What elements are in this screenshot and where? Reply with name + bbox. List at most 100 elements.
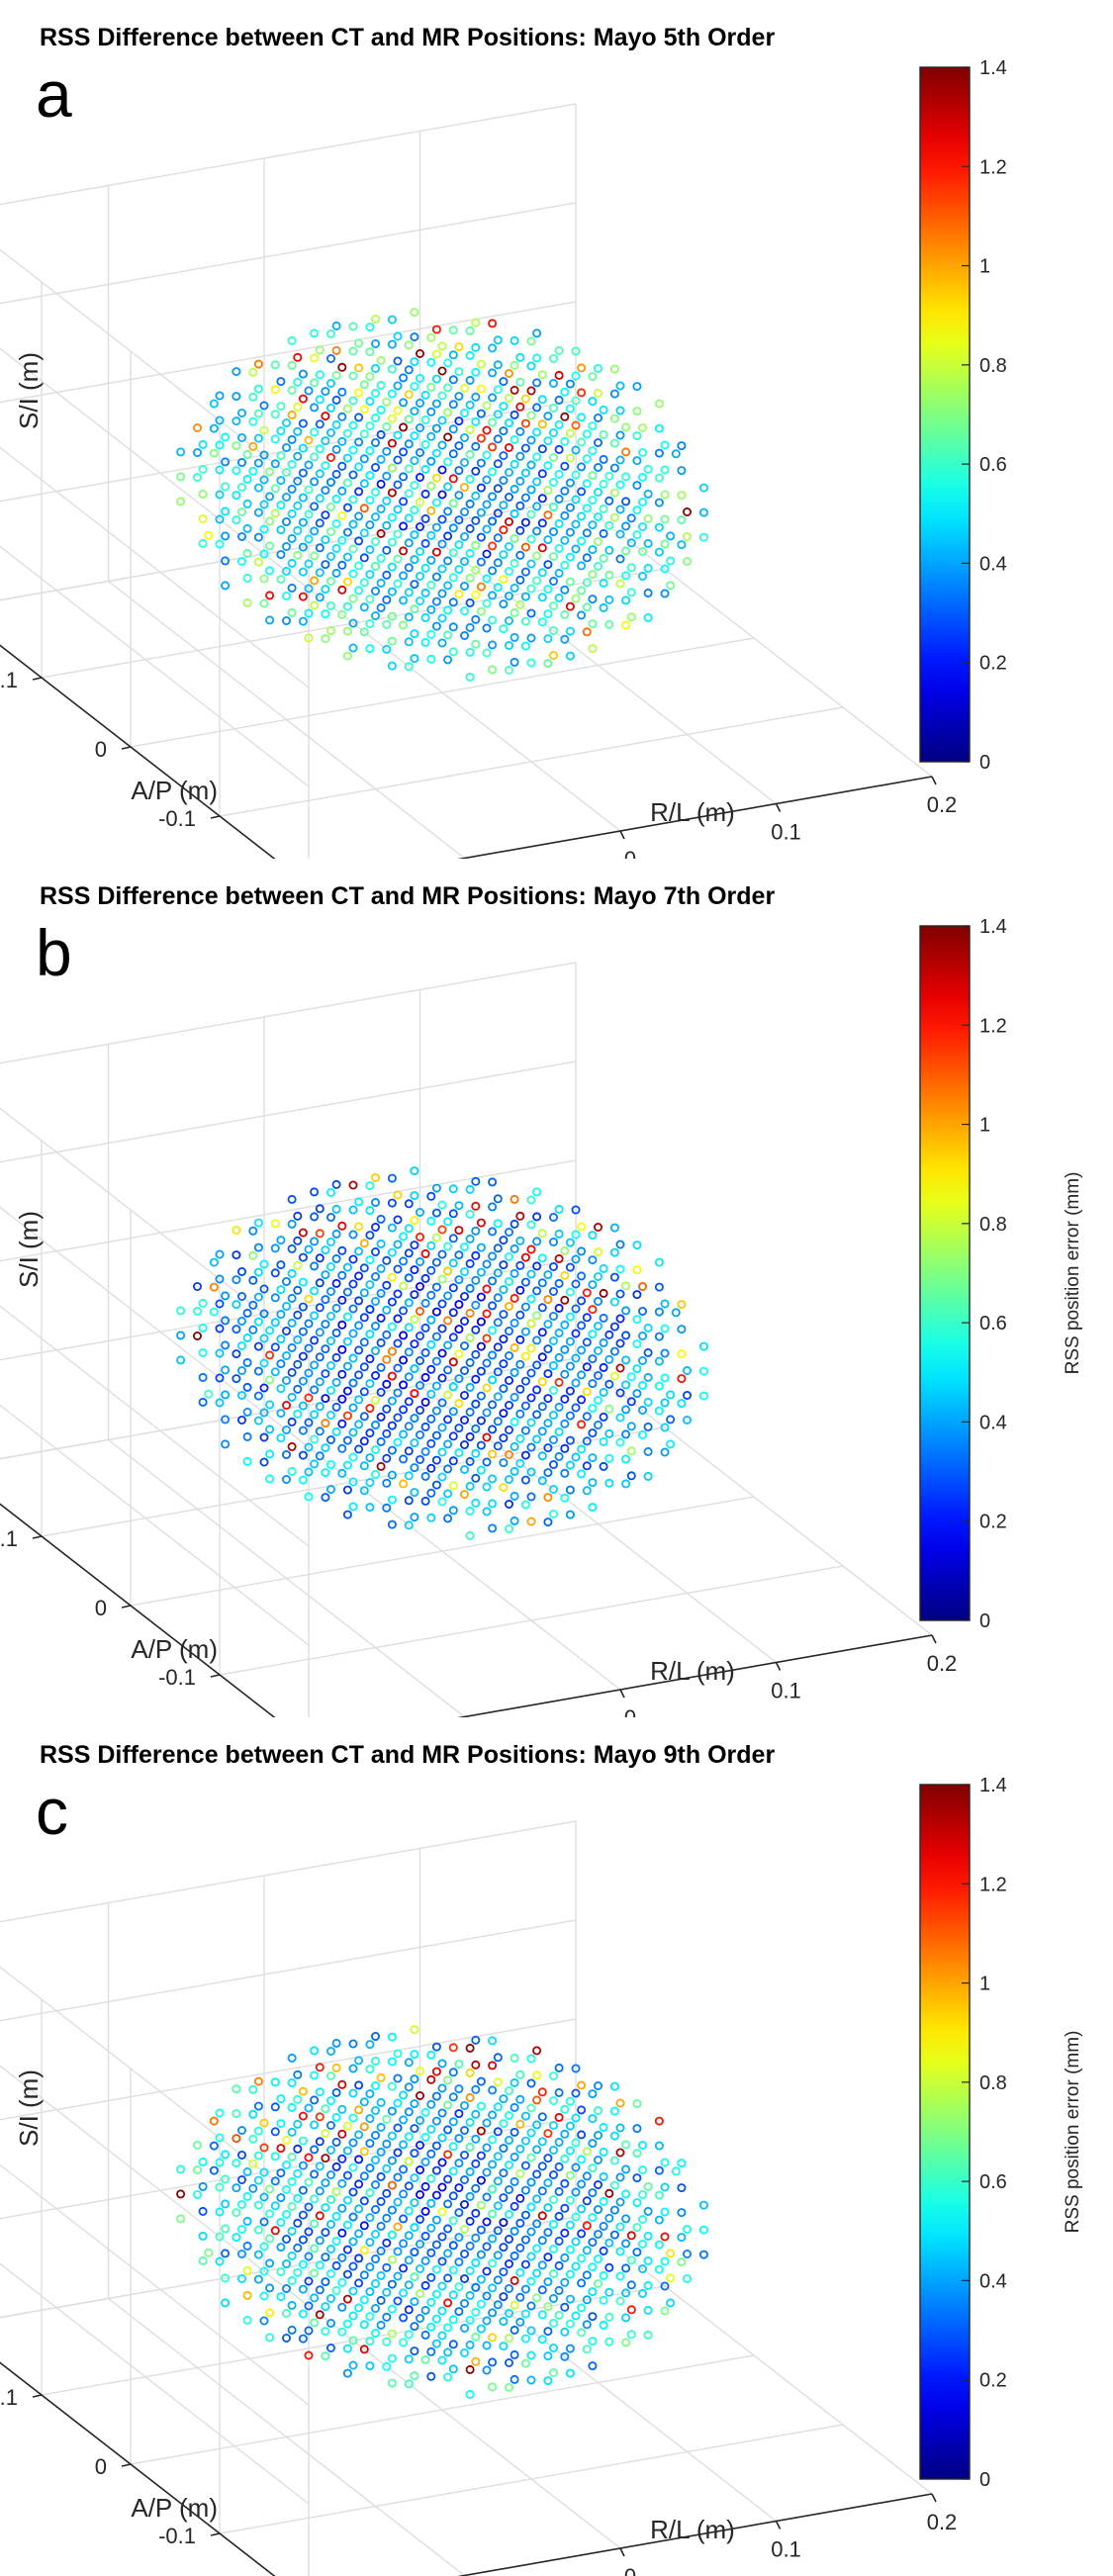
- data-point: [338, 1371, 345, 1378]
- data-point: [433, 475, 440, 482]
- data-point: [522, 1502, 529, 1509]
- data-point: [567, 504, 574, 510]
- data-point: [400, 1480, 407, 1487]
- data-point: [567, 1363, 574, 1370]
- data-point: [500, 1410, 507, 1417]
- data-point: [522, 544, 529, 551]
- data-point: [400, 621, 407, 628]
- data-point: [483, 402, 490, 409]
- data-point: [495, 2177, 502, 2184]
- data-point: [361, 2271, 368, 2278]
- data-point: [349, 1181, 356, 1188]
- data-point: [628, 589, 635, 596]
- data-point: [406, 2083, 413, 2090]
- data-point: [455, 2184, 462, 2191]
- data-point: [601, 1463, 607, 1470]
- data-point: [495, 1195, 502, 1202]
- data-point: [506, 370, 512, 377]
- data-point: [483, 1483, 490, 1490]
- data-point: [455, 1400, 462, 1407]
- data-point: [601, 456, 607, 463]
- data-point: [478, 2078, 485, 2085]
- data-point: [467, 1409, 474, 1416]
- data-point: [472, 2136, 479, 2143]
- data-point: [678, 1301, 685, 1308]
- data-point: [433, 598, 440, 605]
- data-point: [611, 2182, 618, 2189]
- data-point: [372, 2132, 379, 2139]
- data-point: [506, 1377, 512, 1384]
- data-point: [244, 2317, 251, 2324]
- data-point: [589, 2239, 596, 2246]
- data-point: [595, 538, 602, 545]
- data-point: [322, 388, 328, 395]
- data-point: [349, 322, 356, 329]
- data-point: [622, 2215, 629, 2222]
- data-point: [478, 485, 485, 492]
- data-point: [355, 364, 362, 371]
- data-point: [317, 396, 324, 403]
- data-point: [461, 2102, 468, 2109]
- data-point: [622, 1356, 629, 1363]
- data-point: [567, 1512, 574, 1518]
- data-point: [244, 2218, 251, 2225]
- data-point: [656, 1408, 663, 1415]
- data-point: [366, 348, 373, 355]
- data-point: [349, 1280, 356, 1287]
- data-point: [478, 411, 485, 417]
- data-point: [244, 2292, 251, 2299]
- data-point: [500, 1459, 507, 1466]
- data-point: [232, 492, 239, 499]
- data-point: [489, 2383, 496, 2390]
- data-point: [561, 611, 568, 618]
- data-point: [444, 1267, 451, 1274]
- data-point: [478, 2227, 485, 2234]
- data-point: [300, 1477, 307, 1484]
- data-point: [372, 1298, 379, 1305]
- data-point: [589, 1331, 596, 1337]
- data-point: [438, 1424, 445, 1430]
- data-point: [522, 396, 529, 403]
- data-point: [322, 536, 328, 543]
- data-point: [249, 2086, 256, 2093]
- data-point: [344, 1388, 351, 1395]
- data-point: [550, 1511, 557, 1518]
- data-point: [400, 448, 407, 455]
- data-point: [232, 1276, 239, 1283]
- data-point: [544, 511, 551, 518]
- data-point: [578, 463, 585, 470]
- data-point: [422, 1424, 429, 1430]
- data-point: [366, 1256, 373, 1263]
- data-point: [383, 399, 390, 406]
- data-point: [422, 1250, 429, 1257]
- data-point: [522, 1452, 529, 1459]
- data-point: [572, 520, 579, 527]
- data-point: [355, 2304, 362, 2311]
- data-point: [277, 1360, 284, 1367]
- data-point: [333, 2213, 340, 2220]
- data-point: [544, 561, 551, 568]
- data-point: [283, 1451, 290, 1458]
- data-point: [444, 2274, 451, 2281]
- data-point: [255, 1269, 262, 1276]
- data-point: [438, 1473, 445, 1480]
- data-point: [361, 406, 368, 413]
- data-point: [322, 561, 328, 568]
- data-point: [678, 2184, 685, 2191]
- data-point: [344, 653, 351, 660]
- data-point: [300, 594, 307, 600]
- data-point: [572, 1404, 579, 1411]
- data-point: [255, 509, 262, 516]
- data-point: [628, 2306, 635, 2313]
- data-point: [277, 1311, 284, 1318]
- data-point: [472, 344, 479, 351]
- data-point: [372, 365, 379, 372]
- data-point: [656, 2266, 663, 2273]
- data-point: [550, 1412, 557, 1419]
- data-point: [584, 2148, 591, 2155]
- data-point: [595, 1422, 602, 1428]
- data-point: [578, 438, 585, 445]
- data-point: [406, 341, 413, 348]
- data-point: [544, 1420, 551, 1426]
- data-point: [305, 387, 312, 394]
